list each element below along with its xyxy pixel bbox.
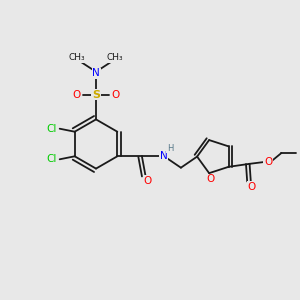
Text: N: N [92,68,100,78]
Text: S: S [92,90,100,100]
Text: CH₃: CH₃ [106,53,123,62]
Text: O: O [206,174,214,184]
Text: O: O [264,157,272,167]
Text: Cl: Cl [46,154,56,164]
Text: O: O [143,176,152,186]
Text: O: O [248,182,256,192]
Text: Cl: Cl [46,124,56,134]
Text: O: O [73,90,81,100]
Text: O: O [111,90,119,100]
Text: N: N [160,151,167,161]
Text: H: H [167,144,173,153]
Text: CH₃: CH₃ [69,53,86,62]
